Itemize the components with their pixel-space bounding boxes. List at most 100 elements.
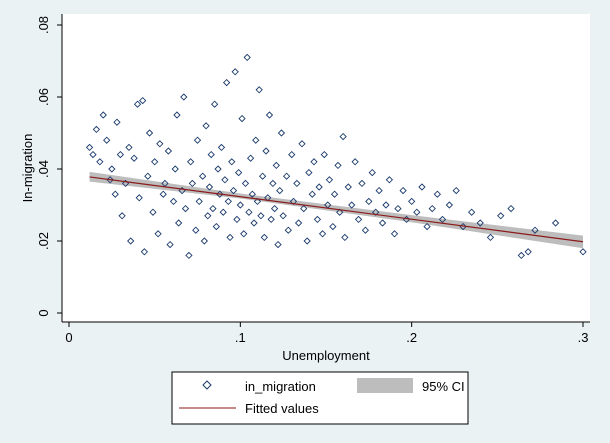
data-point [269,179,277,188]
data-point [193,136,202,144]
data-point [438,215,447,224]
data-point [209,204,217,213]
fitted-line-layer [89,176,584,243]
x-tick-label: .2 [406,330,417,345]
y-tick-label: .02 [36,232,51,250]
data-point [255,86,263,94]
data-point [140,248,149,256]
data-point [221,176,229,184]
data-point [399,186,407,195]
data-point [394,204,402,213]
data-point [173,111,181,119]
data-point [135,194,143,202]
data-point [270,204,279,213]
data-point [99,111,107,119]
data-point [222,78,231,87]
data-point [207,150,215,159]
plot-background [62,14,590,322]
data-point [486,233,495,242]
legend: in_migration 95% CI Fitted values [171,371,469,425]
data-point [200,237,208,245]
data-point [262,147,270,155]
data-point [219,208,227,216]
legend-label-in-migration: in_migration [245,379,316,394]
data-point [382,201,390,209]
data-point [241,179,250,188]
data-point [116,150,125,159]
data-point [236,201,244,209]
confidence-band-layer [89,171,583,249]
data-point [233,215,241,224]
data-point [245,208,253,216]
data-point [329,222,337,231]
data-point [187,158,195,166]
data-point [96,158,104,166]
data-point [180,93,188,101]
data-point [579,248,587,256]
legend-item-ci: 95% CI [357,378,465,394]
data-point [145,129,154,137]
data-point [156,140,164,148]
scatter-points-layer [85,53,587,260]
data-point [339,132,347,141]
y-tick-label: .06 [36,88,51,106]
data-point [108,165,116,173]
data-point [476,219,484,227]
legend-ci-swatch [357,378,413,393]
data-point [231,68,239,76]
data-point [358,179,366,188]
y-tick-label: 0 [36,309,51,316]
data-point [238,114,246,123]
fitted-line [89,176,584,243]
data-point [166,240,174,249]
data-point [210,100,219,108]
data-point [195,197,203,206]
data-point [125,143,133,152]
data-point [507,204,515,213]
data-point [408,197,416,206]
data-point [175,219,183,227]
data-point [390,230,399,238]
legend-label-fitted: Fitted values [245,401,319,416]
data-point [224,197,232,206]
data-point [133,100,142,108]
data-point [385,176,394,184]
data-point [258,172,267,180]
data-point [228,158,236,166]
data-point [348,201,356,209]
data-point [351,158,359,166]
data-point [181,204,190,213]
data-point [467,208,476,216]
legend-item-fitted: Fitted values [179,401,319,416]
data-point [497,212,505,220]
data-point [517,251,525,260]
data-point [284,226,292,234]
data-point [282,172,291,180]
data-point [257,212,265,220]
data-point [246,154,255,162]
data-point [378,219,387,227]
data-point [111,190,119,198]
data-point [171,165,179,173]
data-point [418,183,426,191]
data-point [139,96,147,105]
data-point [300,204,308,213]
data-point [248,190,256,198]
data-point [368,168,376,177]
data-point [375,186,383,195]
data-point [113,118,121,126]
data-point [92,125,101,134]
data-point [354,215,363,224]
data-point [204,212,212,220]
data-point [423,222,431,231]
data-point [250,219,258,227]
data-point [272,161,280,170]
data-point [89,150,97,159]
x-axis-label: Unemployment [282,348,370,363]
data-point [524,248,532,256]
x-tick-label: 0 [65,330,72,345]
data-point [127,237,135,245]
data-point [154,230,162,238]
data-point [336,208,344,216]
